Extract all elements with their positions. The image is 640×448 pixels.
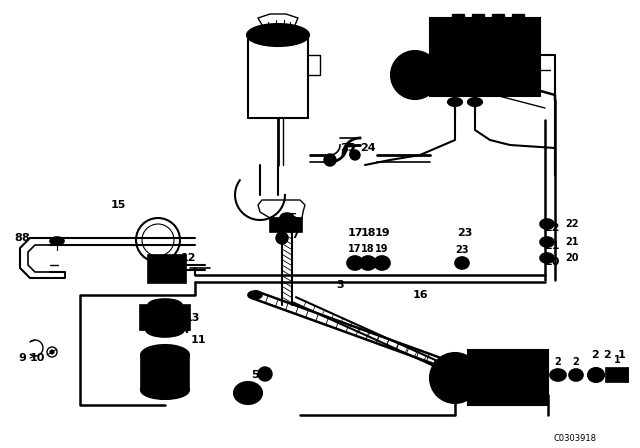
Ellipse shape [280,213,294,223]
Text: 17: 17 [348,244,362,254]
Ellipse shape [234,382,262,404]
Text: 14: 14 [174,325,190,335]
Text: 24: 24 [360,143,376,153]
Text: 17: 17 [348,228,363,238]
Text: 13: 13 [184,313,200,323]
Text: 22: 22 [565,219,579,229]
Text: 2: 2 [555,357,561,367]
Ellipse shape [540,253,554,263]
Text: 6: 6 [291,217,299,227]
Text: 12: 12 [180,253,196,263]
Ellipse shape [455,257,469,269]
Text: 7: 7 [291,230,299,240]
Text: 25: 25 [282,213,298,223]
Text: 3: 3 [336,280,344,290]
Text: 20: 20 [544,257,560,267]
Text: 10: 10 [29,353,45,363]
Ellipse shape [146,323,184,337]
Text: 8: 8 [21,233,29,243]
Ellipse shape [141,381,189,399]
Text: 1: 1 [618,350,626,360]
Text: 4: 4 [244,390,252,400]
Bar [141,355,189,390]
Text: 22: 22 [544,223,560,233]
Text: 23: 23 [455,245,468,255]
Ellipse shape [588,368,604,382]
Bar [270,218,302,232]
Bar [140,305,190,330]
Circle shape [276,232,288,244]
Text: 18: 18 [361,244,375,254]
Ellipse shape [483,376,497,384]
Ellipse shape [448,98,462,106]
Bar [492,14,504,22]
Text: 16: 16 [412,290,428,300]
Text: 19: 19 [375,244,388,254]
Ellipse shape [148,299,182,311]
Ellipse shape [545,256,549,260]
Ellipse shape [545,222,549,226]
Ellipse shape [347,256,363,270]
Ellipse shape [545,240,549,244]
Text: 19: 19 [374,228,390,238]
Ellipse shape [374,256,390,270]
Ellipse shape [353,260,358,266]
Text: 2: 2 [573,357,579,367]
Ellipse shape [556,372,561,378]
Ellipse shape [247,24,309,46]
Bar [606,368,628,382]
Ellipse shape [380,260,385,266]
Text: 9: 9 [18,353,26,363]
Ellipse shape [569,369,583,381]
Text: 2: 2 [591,350,599,360]
Ellipse shape [540,237,554,247]
Text: 15: 15 [110,200,125,210]
Ellipse shape [365,260,371,266]
Ellipse shape [248,291,262,299]
Text: 25: 25 [340,143,356,153]
Circle shape [50,350,54,354]
Ellipse shape [360,256,376,270]
Ellipse shape [391,51,439,99]
Ellipse shape [50,237,64,245]
Text: 11: 11 [190,335,205,345]
Text: 2: 2 [603,350,611,360]
Text: 8: 8 [14,233,22,243]
Text: 18: 18 [360,228,376,238]
Ellipse shape [540,219,554,229]
Bar [452,14,464,22]
Text: 23: 23 [458,228,473,238]
Ellipse shape [430,353,480,403]
Bar [468,350,548,405]
Bar [430,18,540,96]
Ellipse shape [451,374,459,382]
Text: 21: 21 [565,237,579,247]
Ellipse shape [350,150,360,160]
Text: 21: 21 [544,241,560,251]
Bar [512,14,524,22]
Ellipse shape [550,369,566,381]
Ellipse shape [468,98,482,106]
Bar [435,22,535,92]
Bar [472,354,544,401]
Bar [472,14,484,22]
Text: 20: 20 [565,253,579,263]
Text: 5: 5 [251,370,259,380]
Text: C0303918: C0303918 [554,434,596,443]
Ellipse shape [612,369,622,381]
Ellipse shape [141,345,189,365]
Ellipse shape [324,154,336,166]
Text: 1: 1 [614,355,620,365]
Circle shape [258,367,272,381]
Ellipse shape [411,71,419,79]
Ellipse shape [593,372,598,378]
Bar [148,255,186,283]
